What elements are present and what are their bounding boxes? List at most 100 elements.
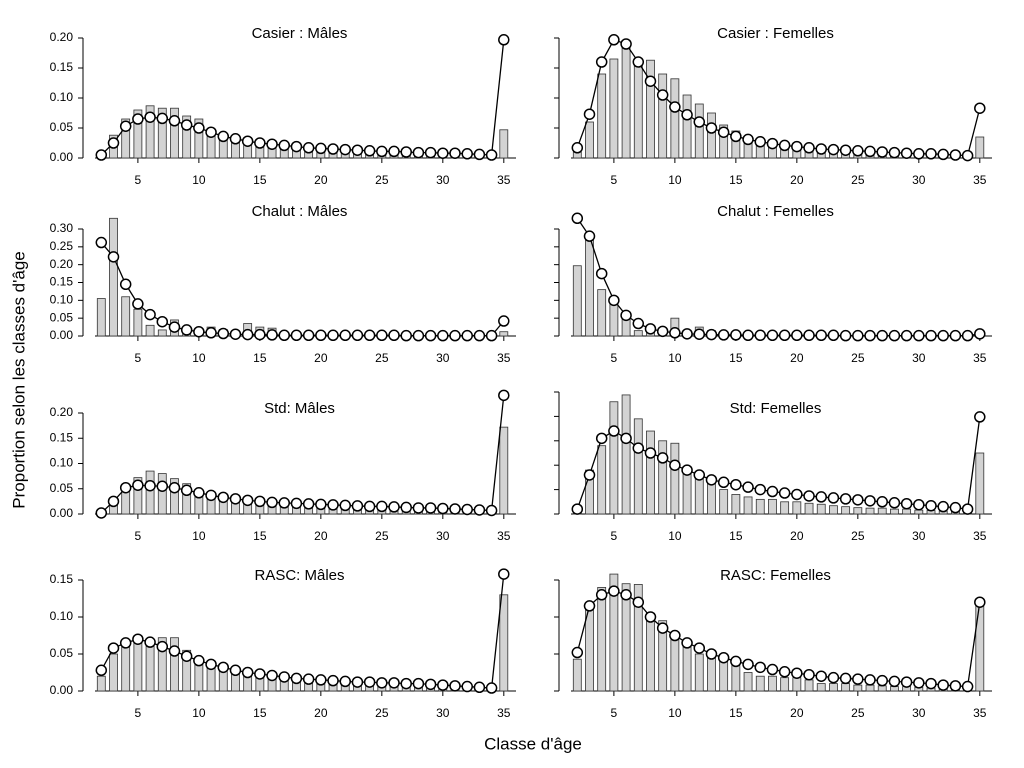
bar xyxy=(145,470,155,515)
point xyxy=(254,668,266,680)
point xyxy=(937,500,949,513)
point xyxy=(888,675,901,688)
point xyxy=(424,329,437,342)
point xyxy=(144,111,156,123)
bar xyxy=(609,573,619,692)
bar xyxy=(633,584,643,692)
point xyxy=(437,329,449,342)
point xyxy=(132,298,144,310)
bar xyxy=(877,507,887,515)
bar xyxy=(572,658,582,692)
point xyxy=(205,126,217,138)
point xyxy=(644,323,657,335)
bar xyxy=(499,331,509,337)
point xyxy=(742,481,754,493)
bar xyxy=(96,675,106,692)
bar xyxy=(743,496,753,515)
x-tick-label: 25 xyxy=(375,173,389,187)
point xyxy=(620,38,632,50)
point xyxy=(498,315,510,327)
x-tick-label: 35 xyxy=(497,706,511,720)
point xyxy=(742,329,754,342)
point xyxy=(168,115,181,127)
x-tick-label: 15 xyxy=(729,173,743,187)
point xyxy=(669,101,681,113)
point xyxy=(363,329,376,342)
point xyxy=(925,148,937,160)
point xyxy=(974,328,986,340)
point xyxy=(766,329,779,342)
x-tick-label: 5 xyxy=(135,529,142,543)
point xyxy=(388,145,400,158)
point xyxy=(315,142,327,155)
point xyxy=(254,328,266,341)
bar xyxy=(646,430,655,515)
point xyxy=(217,491,230,504)
point xyxy=(913,329,925,342)
point xyxy=(803,142,815,154)
point xyxy=(681,464,693,476)
bar xyxy=(585,121,594,159)
line xyxy=(100,39,505,156)
point xyxy=(730,329,742,341)
panel-title: Std: Mâles xyxy=(264,400,335,417)
point xyxy=(302,142,315,154)
point xyxy=(193,122,205,134)
point xyxy=(583,108,596,120)
x-tick-label: 5 xyxy=(135,173,142,187)
point xyxy=(144,308,156,321)
bar xyxy=(585,239,594,337)
point xyxy=(437,502,449,515)
bar xyxy=(145,324,155,337)
point xyxy=(339,143,351,156)
bar xyxy=(646,612,655,692)
point xyxy=(778,487,791,499)
point xyxy=(485,329,498,342)
point xyxy=(205,489,217,502)
bar xyxy=(682,94,692,159)
point xyxy=(925,329,937,342)
point xyxy=(180,119,193,131)
point xyxy=(705,648,718,660)
panel-title: Casier : Femelles xyxy=(717,25,834,42)
y-tick-label: 0.15 xyxy=(50,572,74,586)
x-tick-label: 10 xyxy=(668,529,682,543)
bar xyxy=(829,505,838,515)
point xyxy=(461,680,473,693)
panel-title: RASC: Femelles xyxy=(720,567,831,584)
x-tick-label: 15 xyxy=(253,173,267,187)
point xyxy=(193,654,205,667)
bar xyxy=(694,476,704,515)
bar xyxy=(853,507,863,515)
point xyxy=(717,651,730,664)
point xyxy=(290,329,303,342)
point xyxy=(595,589,608,601)
point xyxy=(632,596,645,608)
bar xyxy=(719,661,729,692)
point xyxy=(608,34,620,46)
bar xyxy=(768,675,777,692)
point xyxy=(424,146,437,159)
x-tick-label: 10 xyxy=(192,706,206,720)
point xyxy=(376,329,388,342)
x-tick-label: 30 xyxy=(436,529,450,543)
point xyxy=(278,671,291,683)
point xyxy=(290,140,303,153)
bar xyxy=(890,508,899,515)
point xyxy=(412,329,425,342)
y-tick-label: 0.15 xyxy=(50,430,74,444)
point xyxy=(961,680,974,693)
point xyxy=(571,212,584,225)
point xyxy=(400,329,412,342)
point xyxy=(791,329,803,342)
point xyxy=(339,499,351,512)
bar xyxy=(670,78,680,159)
point xyxy=(473,504,486,516)
point xyxy=(766,485,779,498)
bar xyxy=(585,609,594,692)
point xyxy=(363,500,376,513)
bar xyxy=(121,296,131,337)
bar xyxy=(133,477,143,515)
point xyxy=(888,329,901,342)
bar xyxy=(816,683,826,692)
